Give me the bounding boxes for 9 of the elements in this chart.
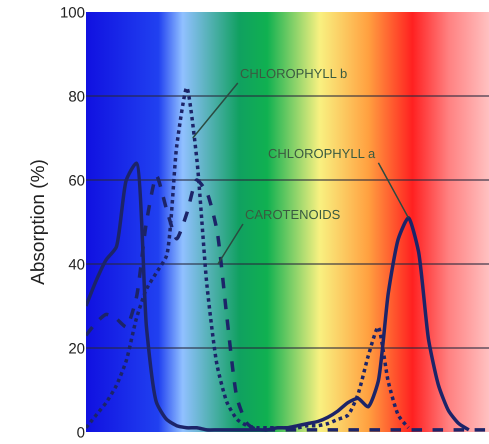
y-tick-label: 40	[68, 256, 85, 274]
annotation: CAROTENOIDS	[245, 207, 341, 222]
y-tick-label: 60	[68, 172, 85, 190]
annotation: CHLOROPHYLL b	[240, 66, 348, 81]
y-tick-label: 80	[68, 88, 85, 106]
y-axis-title: Absorption (%)	[28, 159, 49, 285]
y-tick-label: 100	[60, 4, 85, 22]
y-tick-label: 0	[76, 424, 85, 442]
y-tick-label: 20	[68, 340, 85, 358]
